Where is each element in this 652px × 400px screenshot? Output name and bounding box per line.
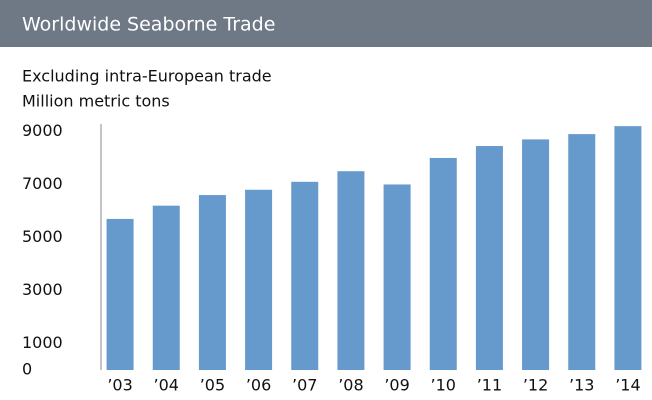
x-tick-label: ’07: [292, 376, 317, 395]
subtitle: Million metric tons: [22, 92, 170, 111]
bar: [429, 157, 457, 370]
bar: [522, 139, 550, 370]
bar: [383, 184, 411, 370]
x-tick-label: ’14: [615, 376, 640, 395]
bar: [245, 189, 273, 370]
y-tick-label: 0: [22, 360, 32, 379]
subtitle: Excluding intra-European trade: [22, 67, 272, 86]
x-tick-label: ’06: [246, 376, 271, 395]
bar: [337, 171, 365, 370]
x-tick-label: ’12: [523, 376, 548, 395]
x-tick-label: ’11: [477, 376, 502, 395]
x-tick-label: ’03: [107, 376, 132, 395]
y-tick-label: 7000: [22, 174, 63, 193]
y-tick-label: 1000: [22, 333, 63, 352]
x-tick-label: ’08: [338, 376, 363, 395]
bar: [291, 181, 319, 370]
bar: [614, 126, 642, 370]
y-tick-label: 9000: [22, 121, 63, 140]
y-tick-label: 3000: [22, 280, 63, 299]
x-tick-label: ’05: [200, 376, 225, 395]
x-tick-label: ’10: [431, 376, 456, 395]
y-tick-label: 5000: [22, 227, 63, 246]
header-bar: [0, 0, 652, 47]
chart-title: Worldwide Seaborne Trade: [22, 14, 275, 36]
x-tick-label: ’04: [154, 376, 179, 395]
bar: [475, 146, 503, 370]
bar: [198, 195, 226, 370]
bar: [106, 218, 134, 370]
x-tick-label: ’09: [384, 376, 409, 395]
bar: [152, 205, 180, 370]
x-tick-label: ’13: [569, 376, 594, 395]
bar: [568, 134, 596, 370]
